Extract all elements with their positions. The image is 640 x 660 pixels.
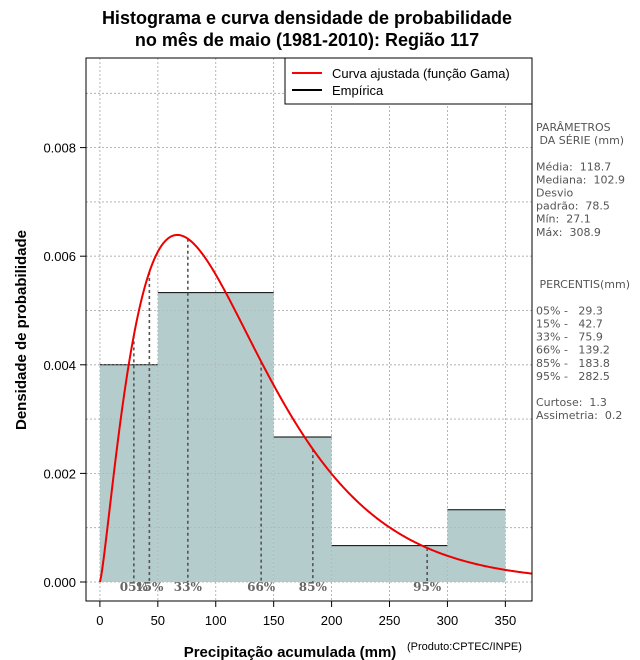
legend-empirical-label: Empírica [332,83,384,98]
stats-line: Mediana: 102.9 [536,173,625,186]
chart-title-line-1: Histograma e curva densidade de probabil… [102,8,512,28]
stats-line: Mín: 27.1 [536,213,591,226]
gamma-fit-curve [98,233,533,583]
stats-line: 85% - 183.8 [536,357,610,370]
stats-line: DA SÉRIE (mm) [536,134,624,147]
stats-line: 15% - 42.7 [536,318,603,331]
stats-line: padrão: 78.5 [536,200,610,213]
x-tick-label: 100 [205,613,227,628]
stats-line: Média: 118.7 [536,160,611,173]
stats-line: 33% - 75.9 [536,331,603,344]
percentile-label: 15% [135,580,164,594]
series-statistics-panel: PARÂMETROS DA SÉRIE (mm) Média: 118.7Medi… [536,121,630,422]
stats-line: Máx: 308.9 [536,226,601,239]
x-tick-label: 0 [96,613,103,628]
x-tick-label: 200 [321,613,343,628]
legend-box [284,57,533,105]
x-axis: 0 50 100 150 200 250 300 350 [96,601,516,628]
histogram-bar [99,364,158,582]
percentile-label: 85% [299,580,328,594]
histogram-bar [447,509,506,582]
product-credit: (Produto:CPTEC/INPE) [407,641,522,653]
y-axis-label: Densidade de probabilidade [13,230,30,430]
x-axis-label: Precipitação acumulada (mm) [184,644,397,660]
histogram-bars [86,58,532,601]
percentile-label: 95% [413,580,442,594]
y-tick-label: 0.004 [43,358,76,373]
legend-curve-label: Curva ajustada (função Gama) [332,66,510,81]
percentile-label: 05% [120,580,149,594]
legend: Curva ajustada (função Gama) Empírica [284,57,533,105]
y-tick-label: 0.002 [43,466,76,481]
x-tick-label: 50 [151,613,165,628]
y-tick-label: 0.006 [43,249,76,264]
x-tick-label: 300 [437,613,459,628]
x-tick-label: 350 [495,613,517,628]
x-tick-label: 150 [263,613,285,628]
y-axis: 0.000 0.002 0.004 0.006 0.008 [43,141,86,590]
stats-line: Assimetria: 0.2 [536,409,622,422]
stats-line: PARÂMETROS [536,121,611,134]
percentile-label: 66% [247,580,276,594]
percentile-markers: 05%15% 33% 66% 85% 95% [120,238,442,594]
percentile-label: 33% [174,580,203,594]
stats-line: 95% - 282.5 [536,370,610,383]
stats-line: PERCENTIS(mm) [536,278,630,291]
histogram-bar [273,437,332,582]
stats-line: 66% - 139.2 [536,344,610,357]
histogram-bar [157,292,274,582]
stats-line: 05% - 29.3 [536,304,603,317]
x-tick-label: 250 [379,613,401,628]
y-tick-label: 0.008 [43,141,76,156]
y-tick-label: 0.000 [43,575,76,590]
chart-title-line-2: no mês de maio (1981-2010): Região 117 [135,30,479,50]
stats-line: Curtose: 1.3 [536,396,607,409]
stats-line: Desvio [536,187,574,200]
